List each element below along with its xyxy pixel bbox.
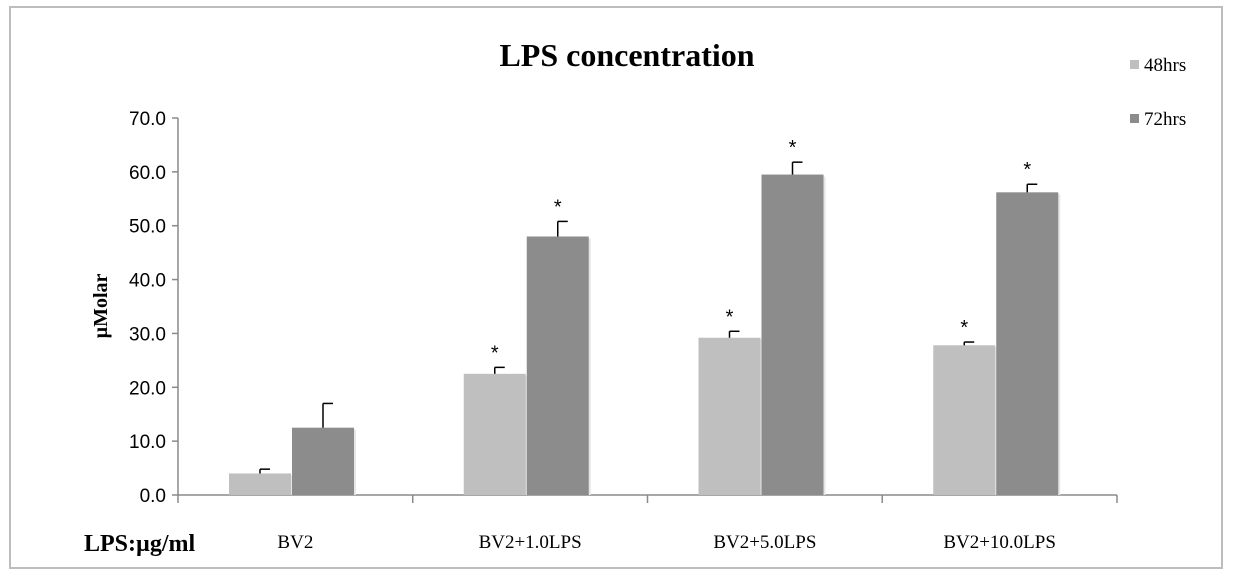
bars: * * * * * * (229, 137, 1061, 496)
x-axis-prefix-label: LPS:µg/ml (84, 531, 195, 557)
legend-label-48hrs: 48hrs (1144, 55, 1186, 76)
legend-swatch-72hrs (1130, 114, 1139, 123)
significance-marker: * (789, 137, 797, 159)
y-tick-label: 60.0 (129, 163, 166, 184)
y-tick-label: 40.0 (129, 271, 166, 292)
y-tick-label: 0.0 (140, 486, 166, 507)
x-tick-label: BV2+10.0LPS (943, 532, 1056, 553)
x-tick-label: BV2+1.0LPS (479, 532, 582, 553)
y-tick-label: 70.0 (129, 109, 166, 130)
legend: 48hrs 72hrs (1130, 55, 1186, 130)
y-axis-label: µMolar (90, 273, 112, 338)
legend-label-72hrs: 72hrs (1144, 109, 1186, 130)
y-tick-label: 10.0 (129, 432, 166, 453)
y-tick-label: 30.0 (129, 324, 166, 345)
significance-marker: * (1023, 159, 1031, 181)
significance-marker: * (554, 196, 562, 218)
significance-marker: * (960, 317, 968, 339)
significance-marker: * (726, 306, 734, 328)
chart-title: LPS concentration (499, 37, 754, 73)
x-tick-label: BV2+5.0LPS (713, 532, 816, 553)
bar-72hrs-BV2+5.0LPS (761, 174, 824, 496)
bar-72hrs-BV2+1.0LPS (526, 236, 589, 495)
bar-72hrs-BV2+10.0LPS (996, 192, 1059, 495)
bar-48hrs-BV2 (229, 473, 291, 495)
y-tick-label: 50.0 (129, 217, 166, 238)
significance-marker: * (491, 342, 499, 364)
x-tick-label: BV2 (277, 532, 313, 553)
y-tick-label: 20.0 (129, 378, 166, 399)
bar-48hrs-BV2+10.0LPS (933, 345, 996, 495)
legend-swatch-48hrs (1130, 60, 1139, 69)
bar-48hrs-BV2+1.0LPS (463, 373, 526, 495)
bar-48hrs-BV2+5.0LPS (698, 337, 761, 495)
bar-72hrs-BV2 (292, 427, 354, 495)
